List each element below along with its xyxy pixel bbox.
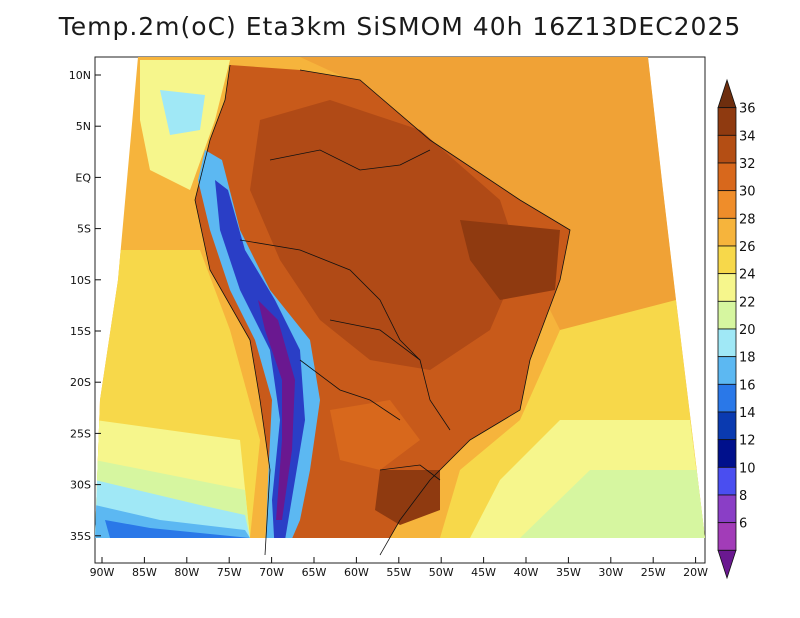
colorbar-segment: [717, 328, 737, 358]
colorbar-label: 32: [739, 157, 756, 172]
lon-label: 80W: [174, 566, 199, 579]
country-borders: [194, 64, 571, 556]
colorbar-label: 12: [739, 434, 756, 449]
lat-label: 5S: [77, 223, 91, 236]
lon-label: 35W: [556, 566, 581, 579]
lon-label: 75W: [217, 566, 242, 579]
colorbar-top-arrow: [717, 78, 737, 109]
andes-coldest-strip: [258, 300, 295, 520]
southern-land-patch: [330, 400, 420, 470]
lon-label: 90W: [90, 566, 115, 579]
lon-label: 45W: [471, 566, 496, 579]
lon-label: 20W: [683, 566, 708, 579]
temperature-field: [95, 57, 705, 538]
lon-label: 60W: [344, 566, 369, 579]
lat-label: 20S: [70, 376, 91, 389]
colorbar-label: 6: [739, 517, 747, 532]
colorbar: 36 34 32 30 28 26 24 22 20 18 16 14 12 10 8 6: [717, 78, 756, 580]
lon-label: 65W: [302, 566, 327, 579]
lon-label: 25W: [641, 566, 666, 579]
colorbar-bottom-arrow: [717, 549, 737, 580]
colorbar-label: 34: [739, 129, 756, 144]
lat-label: 15S: [70, 325, 91, 338]
colorbar-label: 20: [739, 323, 756, 338]
lon-label: 50W: [429, 566, 454, 579]
colorbar-label: 30: [739, 185, 756, 200]
colorbar-segment: [717, 273, 737, 302]
lat-label: 35S: [70, 530, 91, 543]
colorbar-label: 24: [739, 268, 756, 283]
lon-label: 70W: [259, 566, 284, 579]
colorbar-segment: [717, 522, 737, 551]
lat-label: 10N: [69, 69, 91, 82]
northeast-hot-zone: [460, 220, 560, 300]
lon-label: 40W: [514, 566, 539, 579]
colorbar-label: 8: [739, 489, 747, 504]
map-axes: 10N 5N EQ 5S 10S 15S 20S 25S 30S 35S 90W 85W 80W 75W 7…: [69, 69, 708, 579]
colorbar-segment: [717, 466, 737, 496]
colorbar-label: 10: [739, 461, 756, 476]
lon-label: 85W: [132, 566, 157, 579]
coldest-pacific-field: [105, 520, 250, 538]
map-title: Temp.2m(oC) Eta3km SiSMOM 40h 16Z13DEC20…: [58, 12, 742, 41]
lon-label: 55W: [386, 566, 411, 579]
colorbar-segment: [717, 494, 737, 524]
north-pacific-cold-patch: [160, 90, 205, 135]
colorbar-label: 28: [739, 212, 756, 227]
lat-label: 10S: [70, 274, 91, 287]
colorbar-label: 16: [739, 378, 756, 393]
colorbar-segment: [717, 190, 737, 219]
colorbar-label: 26: [739, 240, 756, 255]
colorbar-segment: [717, 134, 737, 164]
lon-label: 30W: [598, 566, 623, 579]
colorbar-segment: [717, 356, 737, 385]
colorbar-segment: [717, 383, 737, 413]
lat-label: EQ: [75, 171, 91, 184]
lat-label: 25S: [70, 427, 91, 440]
colorbar-label: 18: [739, 351, 756, 366]
colorbar-segment: [717, 217, 737, 247]
colorbar-segment: [717, 300, 737, 330]
south-hot-patch: [375, 470, 440, 525]
colorbar-segment: [717, 107, 737, 136]
amazon-hot-zone: [250, 100, 520, 370]
colorbar-label: 14: [739, 406, 756, 421]
colorbar-label: 22: [739, 295, 756, 310]
lat-label: 5N: [76, 120, 91, 133]
colorbar-label: 36: [739, 102, 756, 117]
colorbar-segment: [717, 245, 737, 275]
colorbar-segment: [717, 411, 737, 441]
lat-label: 30S: [70, 479, 91, 492]
coolest-atlantic-zone: [520, 470, 705, 538]
colorbar-segment: [717, 439, 737, 468]
colorbar-segment: [717, 162, 737, 192]
